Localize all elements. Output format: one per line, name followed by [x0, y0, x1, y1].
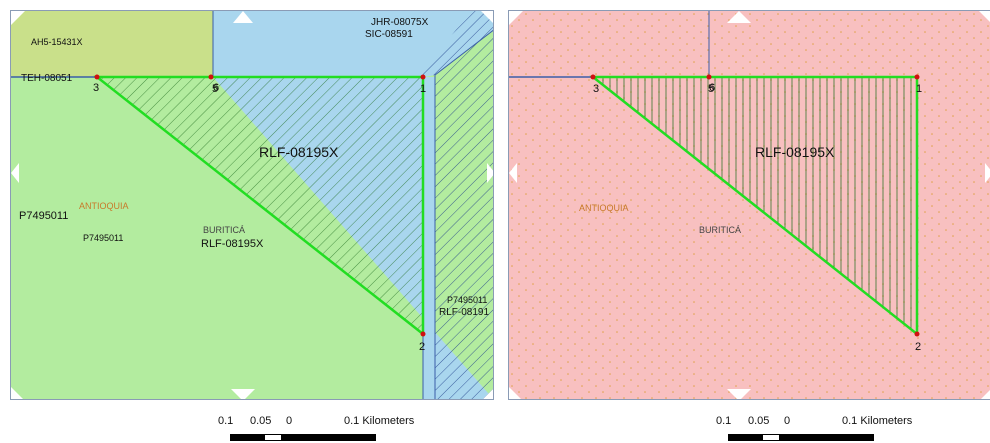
scale-tick: 0	[784, 415, 791, 427]
region-label: ANTIOQUIA	[79, 201, 129, 211]
nav-arrow-left-icon[interactable]	[11, 163, 19, 183]
left-map-panel[interactable]: AH5-15431X TEH-08051 JHR-08075X SIC-0859…	[10, 10, 494, 400]
rlf-main-label-right: RLF-08195X	[755, 144, 835, 160]
vertex-marker-icon	[706, 74, 712, 80]
east-hatched-parcel	[434, 29, 493, 399]
vertex-marker-icon	[590, 74, 596, 80]
rlf-08195x-polygon[interactable]	[93, 75, 425, 337]
region-label-right: ANTIOQUIA	[579, 203, 629, 213]
scale-tick: 0.1	[218, 415, 234, 427]
scale-tick: 0	[286, 415, 293, 427]
vertex-label: 6	[213, 82, 219, 94]
municipality-label: BURITICÁ	[203, 225, 245, 235]
east-blue-strip	[423, 77, 435, 399]
nav-arrow-right-icon[interactable]	[985, 163, 990, 183]
ah5-label: AH5-15431X	[31, 37, 83, 47]
vertex-marker-icon	[914, 74, 920, 80]
vertex-marker-icon	[208, 74, 214, 80]
municipality-label-right: BURITICÁ	[699, 225, 741, 235]
p749-label-c: P7495011	[447, 295, 487, 305]
scale-tick: 0.05	[748, 415, 770, 427]
vertex-label: 2	[915, 341, 921, 353]
right-map-panel[interactable]: RLF-08195X ANTIOQUIA BURITICÁ 3 5 6 1 2	[508, 10, 990, 400]
scale-tick: 0.1	[716, 415, 732, 427]
vertex-label: 1	[420, 83, 426, 95]
rlf-main-label: RLF-08195X	[259, 144, 339, 160]
nav-arrow-left-icon[interactable]	[509, 163, 517, 183]
nav-arrow-down-icon[interactable]	[231, 389, 255, 400]
vertex-marker-icon	[420, 74, 426, 80]
vertex-label: 3	[93, 82, 99, 94]
scale-tick: 0.05	[250, 415, 272, 427]
scale-tick: 0.1 Kilometers	[344, 415, 415, 427]
rlf-08195x-polygon-right[interactable]	[589, 75, 919, 337]
scale-graphic-left	[230, 434, 376, 442]
teh-label: TEH-08051	[21, 73, 73, 84]
vertex-label: 3	[593, 83, 599, 95]
p749-label-b: P7495011	[83, 233, 123, 243]
rlf-east-label: RLF-08191	[439, 307, 489, 318]
ah5-parcel-area	[11, 11, 213, 77]
jhr-label: JHR-08075X	[371, 17, 429, 28]
vertex-marker-icon	[914, 331, 920, 337]
nav-arrow-right-icon[interactable]	[487, 163, 494, 183]
vertex-marker-icon	[94, 74, 100, 80]
scale-tick: 0.1 Kilometers	[842, 415, 913, 427]
vertex-label: 6	[709, 82, 715, 94]
left-map-canvas[interactable]: AH5-15431X TEH-08051 JHR-08075X SIC-0859…	[11, 11, 494, 400]
vertex-marker-icon	[420, 331, 426, 337]
vertex-label: 5	[212, 83, 218, 95]
sic-label: SIC-08591	[365, 29, 413, 40]
vertex-label: 5	[708, 83, 714, 95]
vertex-label: 1	[916, 83, 922, 95]
right-map-canvas[interactable]: RLF-08195X ANTIOQUIA BURITICÁ 3 5 6 1 2	[509, 11, 990, 400]
p749-label-a: P7495011	[19, 210, 68, 222]
vertex-label: 2	[419, 341, 425, 353]
nav-arrow-down-icon[interactable]	[727, 389, 751, 400]
nav-arrow-up-icon[interactable]	[233, 11, 253, 23]
nav-arrow-up-icon[interactable]	[727, 11, 751, 23]
rlf-main-small-label: RLF-08195X	[201, 238, 264, 250]
scale-graphic-right	[728, 434, 874, 442]
